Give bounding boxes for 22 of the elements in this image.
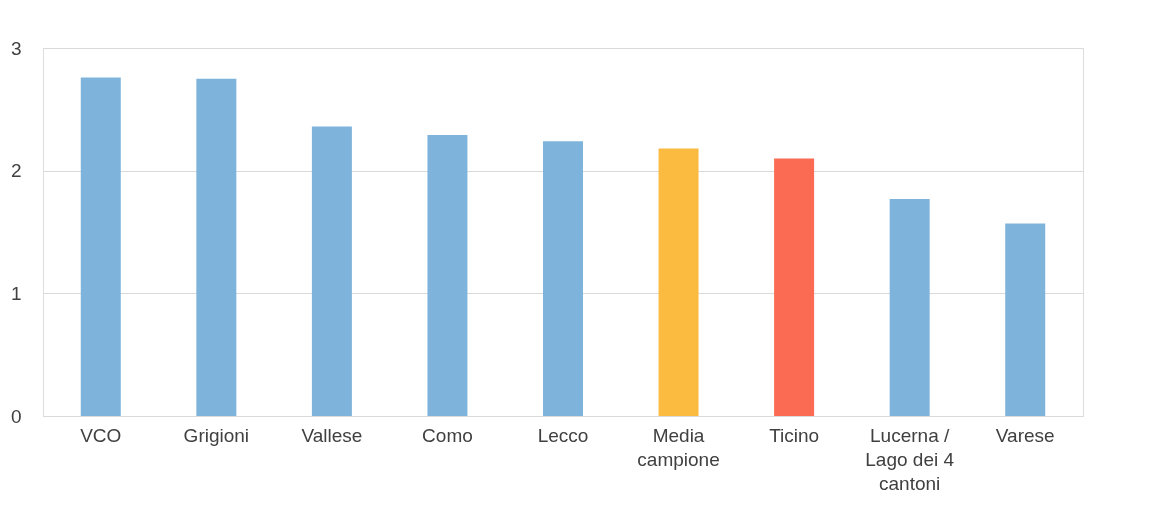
x-tick-label: VCO (80, 424, 122, 446)
x-tick-label: Como (422, 424, 473, 446)
bar (427, 135, 468, 416)
bar (311, 126, 352, 416)
x-tick-label: Vallese (301, 424, 363, 446)
bar (658, 148, 699, 416)
bar (196, 78, 237, 416)
bar (889, 198, 930, 416)
x-tick-label: Media campione (637, 424, 720, 470)
x-tick-label: Grigioni (183, 424, 250, 446)
x-tick-label: Lucerna / Lago dei 4 cantoni (865, 424, 955, 494)
y-tick-label: 2 (10, 160, 22, 182)
x-tick-label: Ticino (769, 424, 820, 446)
y-tick-label: 3 (10, 37, 22, 59)
y-tick-label: 0 (10, 405, 22, 427)
y-tick-label: 1 (10, 282, 22, 304)
bar (543, 141, 583, 416)
x-tick-label: Varese (995, 424, 1055, 446)
bar (1005, 223, 1046, 416)
bar (80, 77, 121, 416)
x-tick-label: Lecco (537, 424, 589, 446)
bar (774, 158, 815, 416)
